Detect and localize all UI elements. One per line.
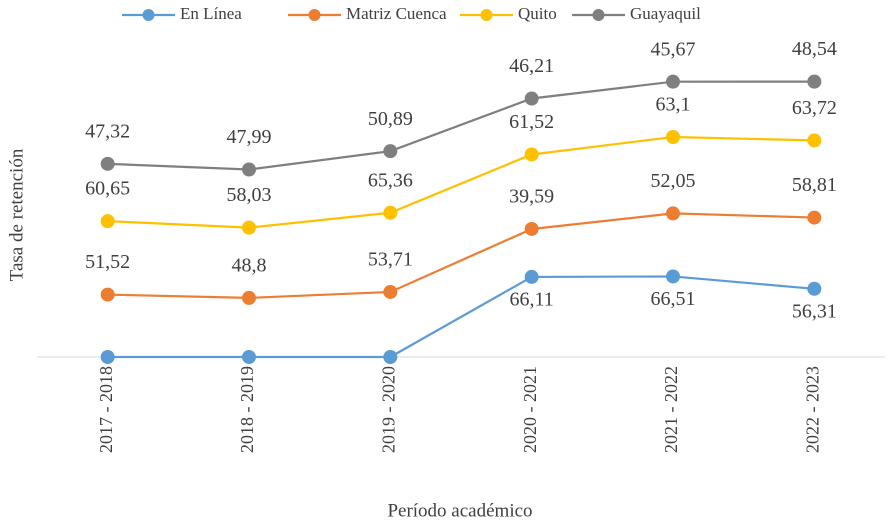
- x-tick-label: 2020 - 2021: [520, 366, 540, 453]
- data-label: 46,21: [509, 55, 554, 77]
- series-line: [107, 80, 815, 171]
- legend-label: En Línea: [180, 4, 242, 23]
- data-label: 63,1: [656, 94, 691, 116]
- series-line: [107, 135, 815, 229]
- data-label: 50,89: [368, 108, 413, 130]
- legend-marker: [308, 9, 321, 21]
- series-line: [107, 212, 815, 299]
- data-label: 53,71: [368, 249, 413, 271]
- point: [242, 162, 256, 177]
- data-label: 45,67: [651, 38, 696, 60]
- point: [242, 290, 256, 305]
- point: [524, 91, 539, 106]
- y-axis-title: Tasa de retención: [6, 148, 27, 281]
- data-label: 47,99: [227, 126, 272, 148]
- legend-label: Quito: [518, 4, 557, 23]
- data-label: 61,52: [509, 111, 554, 133]
- point: [807, 210, 822, 225]
- legend-label: Matriz Cuenca: [346, 4, 447, 23]
- point: [666, 74, 680, 89]
- point: [807, 133, 822, 148]
- data-label: 65,36: [368, 169, 413, 191]
- point: [524, 269, 539, 284]
- data-label: 60,65: [85, 178, 130, 200]
- point: [807, 281, 822, 296]
- point: [100, 287, 115, 302]
- x-tick-label: 2022 - 2023: [802, 366, 822, 453]
- series-line: [107, 275, 815, 359]
- point: [807, 74, 822, 89]
- x-axis-title: Período académico: [387, 500, 532, 521]
- legend-marker: [142, 9, 155, 21]
- x-tick-label: 2017 - 2018: [96, 366, 116, 453]
- point: [383, 205, 398, 220]
- point: [666, 206, 680, 221]
- legend-marker: [480, 9, 493, 21]
- data-label: 47,32: [85, 120, 130, 142]
- data-label: 39,59: [509, 186, 554, 208]
- data-label: 58,81: [792, 174, 837, 196]
- data-label: 52,05: [651, 170, 696, 192]
- point: [242, 350, 256, 364]
- point: [524, 147, 539, 162]
- x-tick-label: 2019 - 2020: [378, 366, 398, 453]
- data-label: 48,8: [232, 254, 267, 276]
- point: [242, 220, 256, 235]
- point: [666, 129, 680, 144]
- x-tick-label: 2018 - 2019: [237, 366, 257, 453]
- point: [383, 350, 398, 364]
- point: [666, 269, 680, 284]
- point: [100, 214, 115, 229]
- legend-marker: [592, 9, 605, 21]
- point: [524, 221, 539, 236]
- data-label: 63,72: [792, 97, 837, 119]
- data-label: 66,51: [651, 288, 696, 310]
- legend-label: Guayaquil: [630, 4, 701, 23]
- data-label: 58,03: [227, 184, 272, 206]
- x-tick-label: 2021 - 2022: [661, 366, 681, 453]
- data-label: 56,31: [792, 300, 837, 322]
- point: [100, 350, 115, 364]
- data-label: 66,11: [510, 289, 554, 311]
- point: [100, 156, 115, 171]
- data-label: 51,52: [85, 251, 130, 273]
- point: [383, 284, 398, 299]
- point: [383, 144, 398, 159]
- data-label: 48,54: [792, 38, 837, 60]
